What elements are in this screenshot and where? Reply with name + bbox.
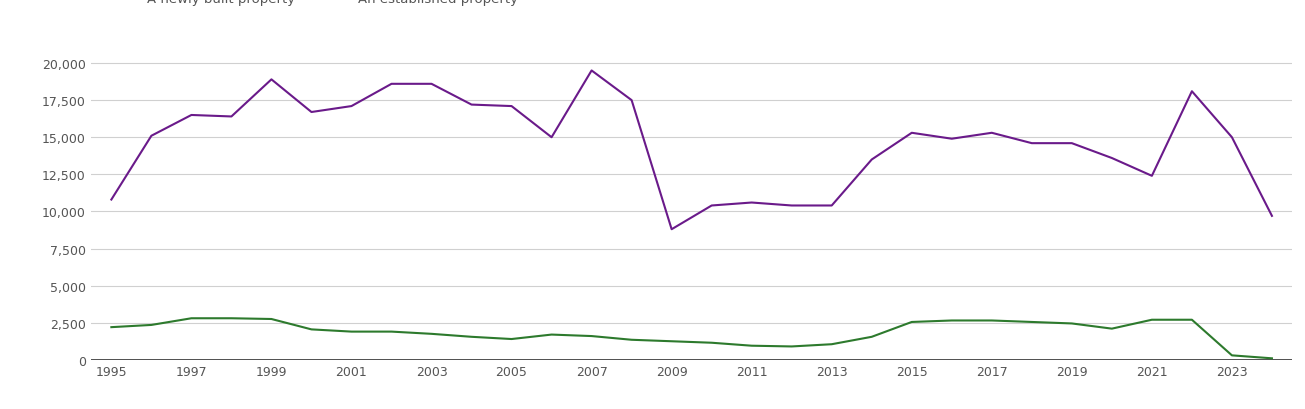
Legend: A newly built property, An established property: A newly built property, An established p…	[98, 0, 523, 11]
